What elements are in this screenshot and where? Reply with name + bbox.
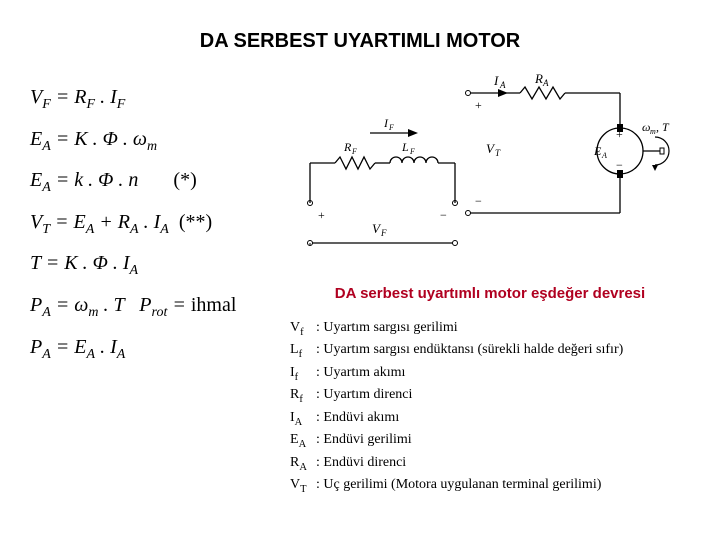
def-ea: EA: Endüvi gerilimi [290, 430, 700, 452]
svg-text:A: A [499, 80, 506, 90]
equation-ea-n: EA = k . Φ . n (*) [30, 166, 280, 198]
svg-text:+: + [475, 98, 482, 112]
page-title: DA SERBEST UYARTIMLI MOTOR [20, 30, 700, 53]
def-rf: Rf: Uyartım direnci [290, 385, 700, 407]
svg-text:, T: , T [656, 120, 670, 134]
svg-text:+: + [616, 127, 623, 141]
def-ia: IA: Endüvi akımı [290, 408, 700, 430]
svg-text:R: R [343, 140, 352, 154]
svg-text:R: R [534, 73, 543, 86]
svg-text:L: L [401, 140, 409, 154]
svg-text:A: A [542, 78, 549, 88]
equation-t: T = K . Φ . IA [30, 249, 280, 281]
equation-vf: VF = RF . IF [30, 83, 280, 115]
circuit-diagram: I A R A + − E A [280, 73, 680, 273]
svg-text:E: E [593, 144, 602, 158]
svg-text:+: + [318, 208, 325, 222]
svg-text:T: T [495, 148, 501, 158]
svg-text:F: F [388, 123, 394, 132]
svg-text:F: F [409, 147, 415, 156]
svg-text:−: − [616, 158, 623, 172]
def-ra: RA: Endüvi direnci [290, 453, 700, 475]
equation-pa-omega: PA = ωm . T Prot = ihmal [30, 291, 280, 323]
equation-ea-omega: EA = K . Φ . ωm [30, 125, 280, 157]
definitions-list: Vf: Uyartım sargısı gerilimi Lf: Uyartım… [280, 318, 700, 498]
def-vf: Vf: Uyartım sargısı gerilimi [290, 318, 700, 340]
svg-text:F: F [351, 147, 357, 156]
equations-column: VF = RF . IF EA = K . Φ . ωm EA = k . Φ … [20, 73, 280, 498]
circuit-caption: DA serbest uyartımlı motor eşdeğer devre… [280, 285, 700, 302]
def-if: If: Uyartım akımı [290, 363, 700, 385]
right-column: I A R A + − E A [280, 73, 700, 498]
def-vt: VT: Uç gerilimi (Motora uygulanan termin… [290, 475, 700, 497]
equation-vt: VT = EA + RA . IA (**) [30, 208, 280, 240]
svg-text:−: − [475, 194, 482, 208]
svg-text:I: I [493, 73, 499, 88]
svg-text:F: F [380, 228, 387, 238]
def-lf: Lf: Uyartım sargısı endüktansı (sürekli … [290, 340, 700, 362]
svg-text:−: − [440, 208, 447, 222]
content: VF = RF . IF EA = K . Φ . ωm EA = k . Φ … [20, 73, 700, 498]
svg-text:A: A [601, 151, 607, 160]
equation-pa-ea: PA = EA . IA [30, 333, 280, 365]
